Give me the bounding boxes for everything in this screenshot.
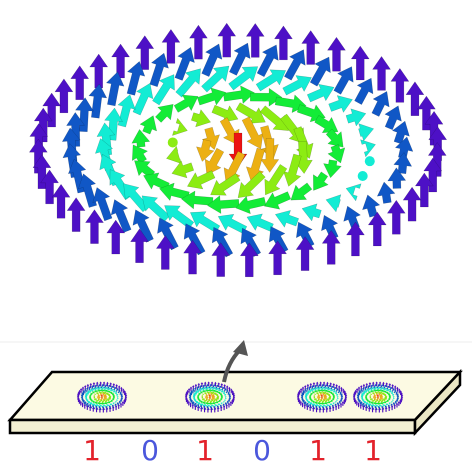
spin-arrow [302, 204, 321, 221]
spin-arrow [172, 118, 187, 135]
spin-dot [117, 398, 118, 399]
spin-arrow [313, 172, 328, 191]
bit-label: 1 [309, 434, 327, 467]
spin-arrow [223, 86, 254, 104]
spin-arrow [172, 161, 194, 178]
bit-label: 1 [83, 434, 101, 467]
bit-label: 0 [253, 434, 271, 467]
spin-arrow [67, 198, 85, 232]
spin-arrow [359, 124, 374, 141]
spin-arrow [55, 79, 73, 113]
spin-arrow [329, 96, 353, 113]
spin-arrow [351, 46, 369, 80]
spin-arrow [236, 196, 266, 214]
skyrmion-illustration: 1 0 1 0 1 1 [0, 0, 472, 468]
spin-arrow [261, 138, 279, 172]
track-front [10, 420, 415, 433]
spin-arrow [174, 95, 198, 112]
spin-dot [393, 398, 394, 399]
spin-dot [116, 399, 117, 400]
spin-arrow [315, 115, 338, 132]
spin-arrow [71, 66, 89, 100]
spin-arrow [346, 184, 361, 201]
spin-arrow [247, 214, 274, 232]
spin-dot [336, 399, 337, 400]
spin-dot [225, 398, 226, 399]
spin-arrow [118, 95, 135, 127]
spin-arrow [90, 54, 108, 88]
spin-arrow [346, 109, 366, 126]
spin-dot [337, 398, 338, 399]
spin-arrow [155, 104, 173, 122]
spin-arrow [387, 200, 405, 234]
spin-dot [365, 156, 375, 166]
spin-arrow [166, 146, 181, 163]
bit-label: 1 [364, 434, 382, 467]
spin-arrow [360, 140, 375, 157]
spin-arrow [264, 192, 291, 210]
spin-dot [168, 137, 178, 147]
spin-arrow [191, 110, 210, 127]
spin-arrow [406, 82, 424, 116]
spin-arrow [112, 44, 130, 78]
spin-dot [358, 171, 368, 181]
spin-arrow [403, 187, 421, 221]
racetrack [10, 372, 460, 433]
bit-label: 1 [196, 434, 214, 467]
spin-arrow [355, 78, 373, 104]
spin-arrow [307, 84, 334, 102]
spin-arrow [327, 37, 345, 71]
spin-arrow [52, 184, 70, 218]
spin-arrow [275, 210, 298, 227]
bit-label: 0 [141, 434, 159, 467]
spin-arrow [85, 210, 103, 244]
bit-labels: 1 0 1 0 1 1 [83, 434, 382, 467]
spin-arrow [346, 222, 364, 256]
spin-arrow [197, 88, 226, 105]
skyrmion [29, 23, 446, 277]
spin-arrow [326, 129, 343, 147]
spin-arrow [377, 182, 395, 204]
spin-arrow [283, 76, 312, 96]
spin-arrow [187, 171, 215, 189]
spin-dot [224, 399, 225, 400]
spin-arrow [372, 91, 389, 116]
spin-arrow [373, 56, 391, 90]
spin-arrow [391, 68, 409, 102]
spin-arrow [326, 195, 341, 212]
spin-arrow [89, 84, 107, 118]
spin-arrow [140, 116, 157, 135]
spin-dot [392, 399, 393, 400]
spin-arrow [291, 183, 312, 200]
